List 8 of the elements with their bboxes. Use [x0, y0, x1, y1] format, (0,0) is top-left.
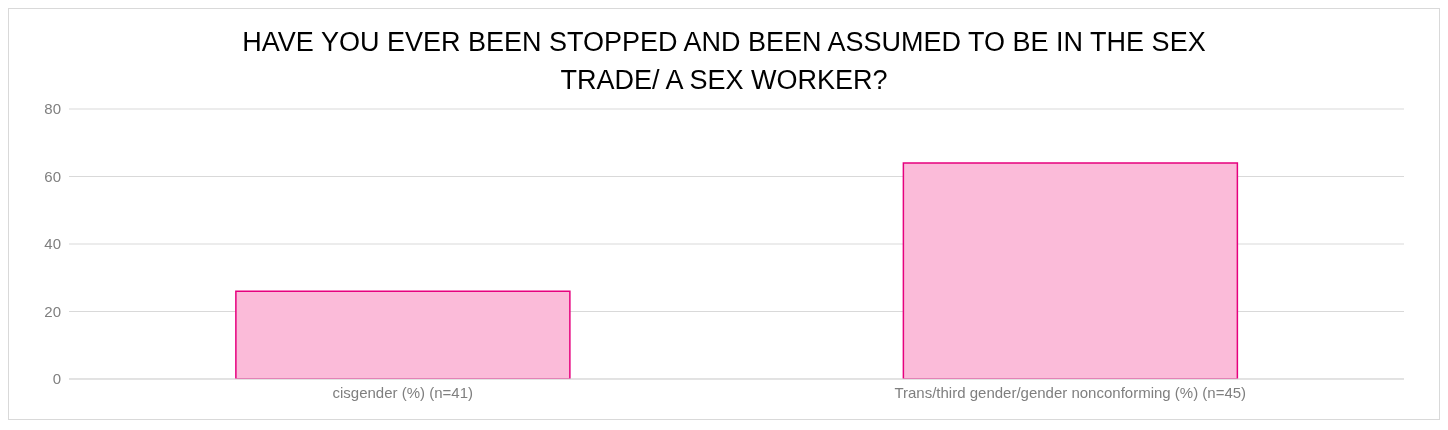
- y-tick-label: 20: [44, 302, 61, 320]
- y-tick-label: 0: [52, 370, 61, 388]
- y-tick-label: 80: [44, 100, 61, 118]
- y-tick-label: 60: [44, 167, 61, 185]
- y-tick-label: 40: [44, 235, 61, 253]
- x-tick-label: Trans/third gender/gender nonconforming (%) (n=45): [894, 383, 1247, 401]
- chart-title: HAVE YOU EVER BEEN STOPPED AND BEEN ASSUMED TO BE IN THE SEX TRADE/ A SEX WORKER?: [241, 26, 1207, 97]
- x-tick-label: cisgender (%) (n=41): [332, 383, 473, 401]
